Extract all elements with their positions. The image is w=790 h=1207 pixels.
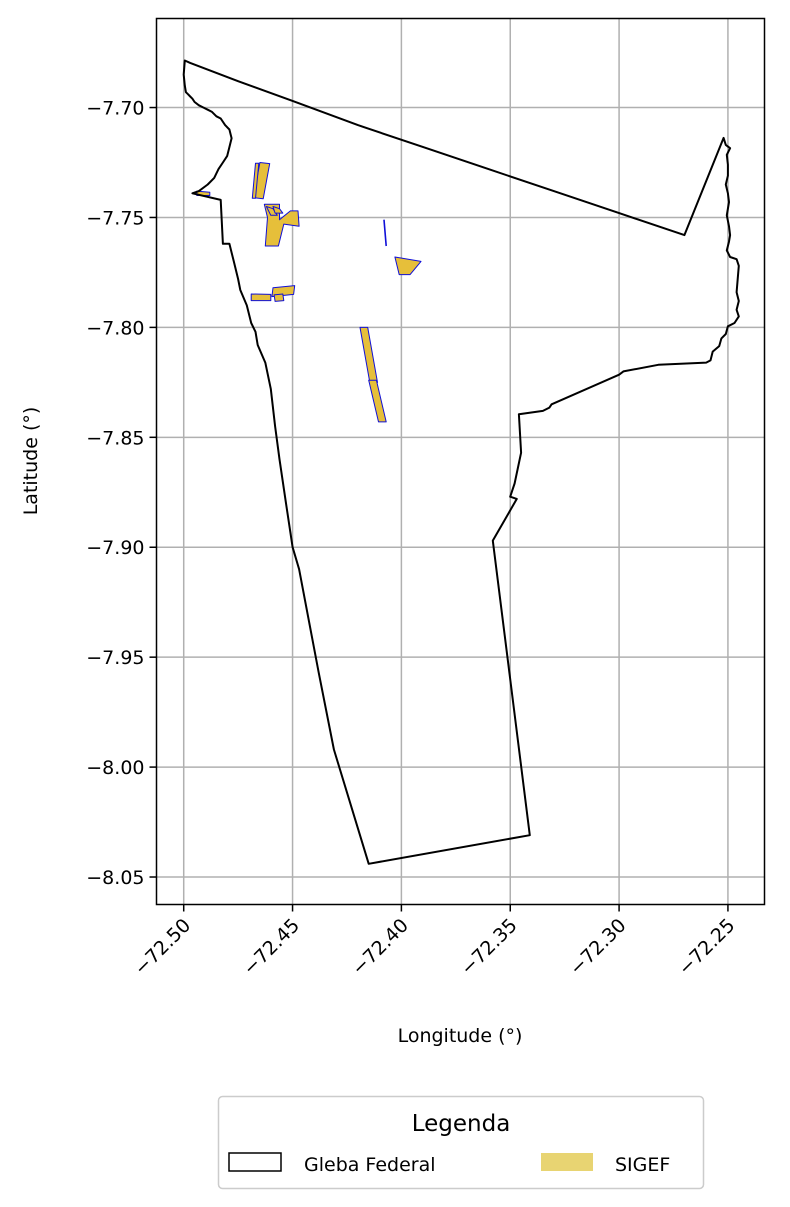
- x-tick-label-3: −72.35: [456, 914, 521, 979]
- legend-label-gleba-federal: Gleba Federal: [304, 1154, 436, 1176]
- grid: [156, 18, 765, 905]
- y-tick-label-3: −7.85: [86, 427, 144, 449]
- y-tick-label-7: −8.05: [86, 867, 144, 889]
- x-tick-label-1: −72.45: [239, 914, 304, 979]
- legend-swatch-gleba-federal: [228, 1152, 282, 1172]
- y-axis: −7.70 −7.75 −7.80 −7.85 −7.90 −7.95 −8.00 −8.05: [86, 98, 157, 889]
- plot-frame: [155, 17, 766, 906]
- x-tick-label-2: −72.40: [348, 914, 413, 979]
- x-tick-label-5: −72.25: [674, 914, 739, 979]
- sigef-parcel-9: [394, 256, 422, 276]
- y-tick-label-4: −7.90: [86, 537, 144, 559]
- gleba-federal-boundary: [182, 59, 740, 865]
- x-axis: −72.50 −72.45 −72.40 −72.35 −72.30 −72.25: [130, 904, 739, 980]
- sigef-parcel-1: [251, 162, 260, 199]
- y-tick-label-5: −7.95: [86, 647, 144, 669]
- y-tick-label-1: −7.75: [86, 207, 144, 229]
- sigef-parcel-6: [271, 285, 296, 298]
- sigef-parcel-7: [273, 293, 285, 302]
- x-tick-label-0: −72.50: [130, 914, 195, 979]
- y-tick-label-2: −7.80: [86, 317, 144, 339]
- y-tick-label-6: −8.00: [86, 757, 144, 779]
- sigef-line-0: [383, 219, 387, 247]
- sigef-parcel-3: [265, 206, 278, 216]
- legend-label-sigef: SIGEF: [615, 1154, 670, 1176]
- x-tick-label-4: −72.30: [565, 914, 630, 979]
- gleba-federal-layer: [182, 59, 740, 865]
- sigef-parcel-11: [368, 379, 387, 423]
- legend-title: Legenda: [412, 1111, 511, 1137]
- legend-swatch-sigef: [541, 1153, 593, 1171]
- x-axis-label: Longitude (°): [398, 1025, 523, 1047]
- y-axis-label: Latitude (°): [20, 407, 42, 516]
- y-tick-label-0: −7.70: [86, 98, 144, 120]
- legend: Legenda Gleba Federal SIGEF: [217, 1095, 705, 1190]
- sigef-parcel-8: [250, 293, 272, 302]
- sigef-parcel-4: [272, 206, 284, 214]
- sigef-layer: [196, 162, 422, 423]
- sigef-parcel-10: [359, 326, 378, 383]
